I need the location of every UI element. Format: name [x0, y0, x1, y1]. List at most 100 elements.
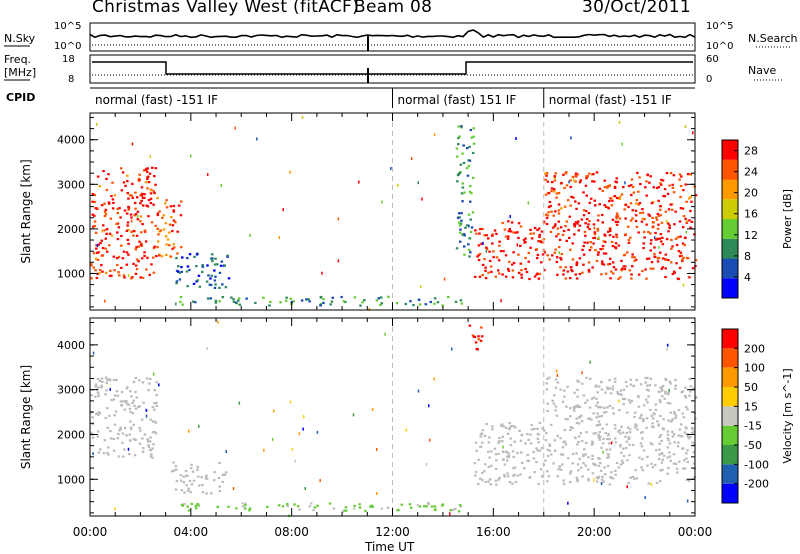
data-cell: [546, 454, 550, 458]
data-cell: [172, 461, 175, 464]
data-cell: [692, 451, 696, 454]
data-cell: [180, 489, 184, 492]
data-cell: [480, 335, 484, 338]
data-cell: [511, 269, 515, 272]
data-cell: [238, 303, 242, 306]
data-cell: [154, 432, 158, 435]
data-cell: [143, 196, 146, 199]
data-cell: [516, 243, 519, 247]
data-cell: [615, 233, 618, 236]
data-cell: [680, 254, 683, 257]
data-cell: [457, 136, 460, 140]
data-cell: [617, 277, 620, 280]
data-cell: [501, 273, 504, 276]
data-cell: [169, 255, 173, 258]
data-cell: [307, 298, 310, 301]
data-cell: [558, 246, 561, 249]
data-cell: [506, 237, 510, 240]
data-cell: [100, 254, 104, 257]
data-cell: [684, 426, 687, 429]
data-cell: [607, 432, 610, 436]
data-cell: [433, 133, 436, 137]
data-cell: [204, 475, 208, 478]
data-cell: [580, 218, 584, 221]
data-cell: [562, 273, 565, 276]
data-cell: [595, 397, 598, 400]
data-cell: [686, 257, 690, 260]
data-cell: [575, 263, 578, 267]
data-cell: [564, 443, 568, 446]
data-cell: [560, 253, 564, 256]
data-cell: [463, 191, 466, 194]
data-cell: [635, 477, 639, 480]
data-cell: [585, 431, 588, 434]
data-cell: [151, 406, 155, 409]
data-cell: [612, 235, 615, 238]
data-cell: [96, 435, 100, 438]
data-cell: [628, 269, 631, 272]
data-cell: [551, 254, 554, 257]
y-tick-label: 4000: [57, 134, 85, 147]
data-cell: [528, 476, 531, 479]
data-cell: [352, 413, 355, 417]
data-cell: [248, 507, 252, 510]
data-cell: [579, 466, 583, 469]
data-cell: [654, 384, 657, 387]
data-cell: [519, 262, 522, 265]
data-cell: [568, 236, 571, 239]
data-cell: [516, 452, 519, 455]
data-cell: [483, 234, 486, 237]
data-cell: [361, 301, 364, 304]
data-cell: [104, 376, 108, 379]
data-cell: [682, 256, 685, 259]
data-cell: [606, 464, 610, 468]
data-cell: [234, 301, 238, 304]
data-cell: [97, 251, 100, 254]
data-cell: [520, 273, 523, 276]
data-cell: [122, 400, 125, 403]
data-cell: [665, 172, 669, 175]
data-cell: [188, 253, 192, 256]
data-cell: [602, 480, 606, 483]
data-cell: [652, 186, 655, 189]
data-cell: [657, 423, 660, 426]
data-cell: [668, 455, 672, 458]
data-cell: [537, 277, 541, 280]
data-cell: [155, 255, 158, 258]
data-cell: [214, 299, 218, 302]
data-cell: [418, 303, 422, 306]
data-cell: [122, 181, 126, 184]
data-cell: [553, 449, 557, 452]
data-cell: [115, 257, 119, 260]
data-cell: [118, 429, 121, 432]
data-cell: [485, 422, 488, 426]
data-cell: [234, 126, 236, 130]
data-cell: [626, 485, 628, 489]
data-cell: [624, 233, 628, 236]
data-cell: [602, 240, 605, 243]
data-cell: [694, 395, 698, 398]
data-cell: [120, 266, 123, 269]
data-cell: [467, 213, 471, 216]
data-cell: [685, 457, 688, 460]
data-cell: [110, 274, 113, 277]
data-cell: [616, 390, 619, 394]
data-cell: [353, 504, 356, 508]
data-cell: [487, 465, 491, 469]
data-cell: [172, 243, 176, 246]
data-cell: [94, 269, 97, 272]
data-cell: [474, 441, 478, 444]
data-cell: [517, 222, 521, 225]
data-cell: [404, 302, 407, 306]
data-cell: [658, 435, 661, 439]
data-cell: [120, 404, 123, 407]
data-cell: [206, 297, 210, 300]
freq-tick-low: 8: [68, 74, 74, 85]
data-cell: [312, 509, 315, 512]
data-cell: [682, 459, 686, 462]
data-cell: [155, 394, 158, 397]
data-cell: [132, 381, 136, 384]
data-cell: [659, 182, 662, 185]
data-cell: [627, 184, 631, 188]
